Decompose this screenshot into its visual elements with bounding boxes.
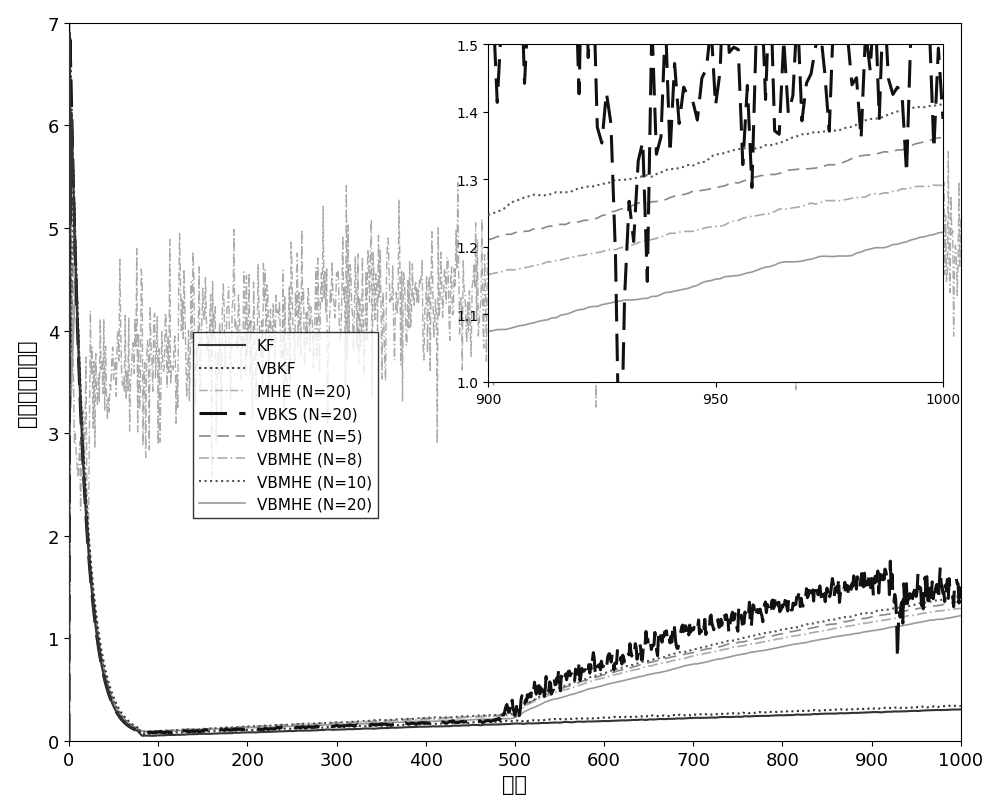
VBKS (N=20): [64, 29, 76, 39]
VBKS (N=20): [245, 724, 257, 734]
VBMHE (N=20): [912, 618, 924, 628]
KF: [118, 718, 130, 727]
VBMHE (N=5): [759, 632, 771, 642]
MHE (N=20): [955, 214, 967, 224]
KF: [852, 708, 864, 718]
VBMHE (N=20): [792, 639, 804, 649]
VBKS (N=20): [792, 593, 804, 603]
KF: [955, 705, 967, 714]
VBMHE (N=5): [955, 597, 967, 607]
Legend: KF, VBKF, MHE (N=20), VBKS (N=20), VBMHE (N=5), VBMHE (N=8), VBMHE (N=10), VBMHE: KF, VBKF, MHE (N=20), VBKS (N=20), VBMHE…: [193, 333, 378, 518]
X-axis label: 时刻: 时刻: [502, 775, 527, 794]
VBMHE (N=8): [852, 620, 864, 629]
Line: VBMHE (N=8): VBMHE (N=8): [69, 44, 961, 741]
VBKF: [245, 725, 257, 735]
VBKS (N=20): [759, 599, 771, 609]
Line: KF: KF: [69, 34, 961, 741]
VBMHE (N=8): [118, 714, 130, 724]
VBMHE (N=10): [912, 599, 924, 609]
MHE (N=20): [63, 736, 75, 746]
VBMHE (N=20): [63, 736, 75, 746]
VBMHE (N=20): [245, 723, 257, 732]
VBMHE (N=8): [912, 610, 924, 620]
MHE (N=20): [759, 309, 771, 319]
KF: [792, 710, 804, 719]
VBMHE (N=10): [792, 623, 804, 633]
MHE (N=20): [64, 19, 76, 28]
MHE (N=20): [852, 230, 864, 239]
VBKS (N=20): [63, 736, 75, 746]
Line: VBMHE (N=20): VBMHE (N=20): [69, 44, 961, 741]
KF: [245, 727, 257, 737]
VBMHE (N=5): [792, 626, 804, 636]
VBMHE (N=10): [759, 629, 771, 638]
VBMHE (N=5): [852, 615, 864, 624]
VBMHE (N=8): [64, 39, 76, 49]
Y-axis label: 平均均方误差值: 平均均方误差值: [17, 339, 37, 426]
VBKF: [955, 702, 967, 711]
VBKS (N=20): [955, 594, 967, 603]
VBMHE (N=5): [64, 39, 76, 49]
VBMHE (N=10): [852, 610, 864, 620]
VBMHE (N=5): [245, 722, 257, 732]
VBMHE (N=20): [118, 714, 130, 724]
VBKS (N=20): [912, 569, 924, 579]
VBMHE (N=10): [955, 591, 967, 601]
Line: MHE (N=20): MHE (N=20): [69, 24, 961, 741]
VBMHE (N=20): [955, 611, 967, 620]
Line: VBMHE (N=10): VBMHE (N=10): [69, 44, 961, 741]
VBMHE (N=20): [852, 629, 864, 638]
MHE (N=20): [118, 387, 130, 397]
VBKF: [912, 702, 924, 712]
VBKF: [792, 706, 804, 716]
VBMHE (N=20): [64, 39, 76, 49]
KF: [759, 711, 771, 721]
VBMHE (N=8): [792, 631, 804, 641]
VBMHE (N=8): [759, 637, 771, 646]
Line: VBKF: VBKF: [69, 34, 961, 741]
MHE (N=20): [245, 316, 257, 326]
VBMHE (N=10): [63, 736, 75, 746]
MHE (N=20): [912, 277, 924, 286]
VBKF: [118, 712, 130, 722]
VBMHE (N=10): [118, 714, 130, 724]
VBKF: [63, 736, 75, 746]
MHE (N=20): [792, 320, 804, 329]
VBMHE (N=8): [245, 722, 257, 732]
Line: VBMHE (N=5): VBMHE (N=5): [69, 44, 961, 741]
VBKS (N=20): [118, 718, 130, 727]
VBMHE (N=5): [63, 736, 75, 746]
VBKS (N=20): [852, 579, 864, 589]
VBKF: [64, 29, 76, 39]
Line: VBKS (N=20): VBKS (N=20): [69, 34, 961, 741]
VBKF: [759, 708, 771, 718]
VBMHE (N=5): [912, 604, 924, 614]
VBMHE (N=8): [955, 604, 967, 614]
VBMHE (N=10): [64, 39, 76, 49]
VBKF: [852, 704, 864, 714]
KF: [63, 736, 75, 746]
VBMHE (N=10): [245, 722, 257, 732]
KF: [64, 29, 76, 39]
VBMHE (N=5): [118, 714, 130, 724]
VBMHE (N=8): [63, 736, 75, 746]
VBMHE (N=20): [759, 646, 771, 655]
KF: [912, 706, 924, 716]
